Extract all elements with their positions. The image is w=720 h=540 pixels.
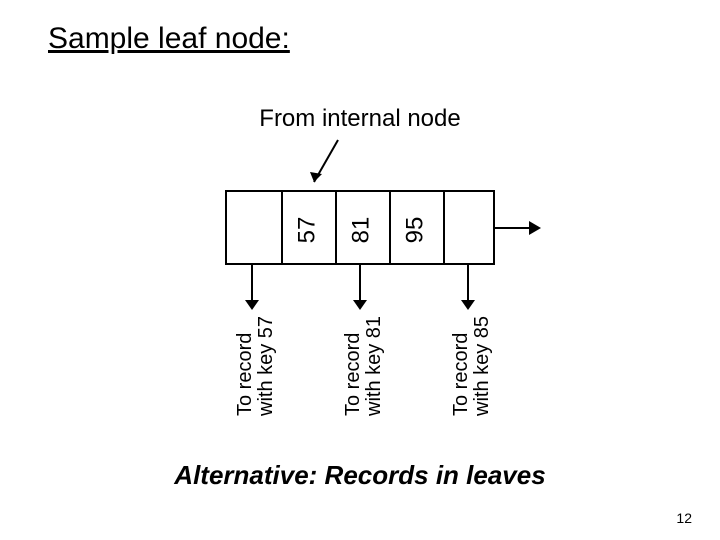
pointer-arrow-shaft bbox=[467, 265, 469, 300]
sibling-pointer-head bbox=[529, 221, 541, 235]
pointer-arrow-head bbox=[353, 300, 367, 310]
pointer-label-line: with key 81 bbox=[364, 316, 385, 416]
pointer-label: To record with key 85 bbox=[451, 316, 493, 416]
pointer-label: To record with key 57 bbox=[235, 316, 277, 416]
leaf-key: 81 bbox=[347, 217, 375, 244]
cell-separator bbox=[281, 192, 283, 263]
pointer-label-line: To record bbox=[343, 316, 364, 416]
pointer-arrow-head bbox=[245, 300, 259, 310]
cell-separator bbox=[389, 192, 391, 263]
pointer-label-line: To record bbox=[235, 316, 256, 416]
from-internal-label: From internal node bbox=[0, 105, 720, 133]
cell-separator bbox=[335, 192, 337, 263]
leaf-key: 95 bbox=[401, 217, 429, 244]
pointer-label-line: with key 85 bbox=[472, 316, 493, 416]
pointer-label-line: To record bbox=[451, 316, 472, 416]
sibling-pointer-shaft bbox=[495, 227, 529, 229]
pointer-arrow-head bbox=[461, 300, 475, 310]
pointer-arrow-shaft bbox=[359, 265, 361, 300]
alternative-caption: Alternative: Records in leaves bbox=[0, 460, 720, 491]
pointer-label-line: with key 57 bbox=[256, 316, 277, 416]
cell-separator bbox=[443, 192, 445, 263]
pointer-label: To record with key 81 bbox=[343, 316, 385, 416]
leaf-key: 57 bbox=[293, 217, 321, 244]
page-number: 12 bbox=[676, 510, 692, 526]
pointer-arrow-shaft bbox=[251, 265, 253, 300]
page-title: Sample leaf node: bbox=[48, 22, 290, 56]
arrow-from-internal bbox=[300, 138, 360, 193]
